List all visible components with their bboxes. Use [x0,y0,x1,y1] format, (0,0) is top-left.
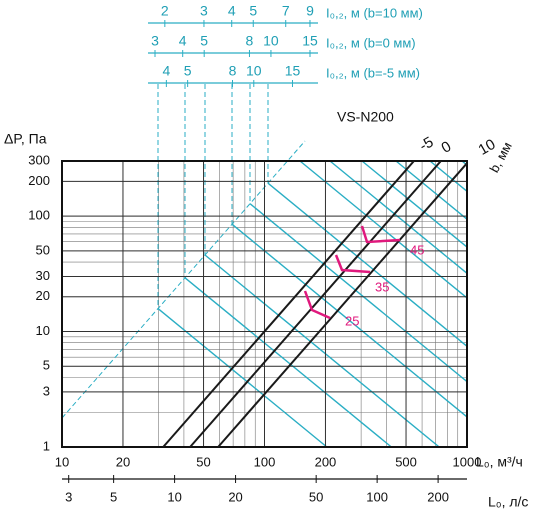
scale-tick-label: 8 [246,33,254,49]
scale-tick-label: 3 [200,3,208,19]
scale-label: I₀,₂, м (b=10 мм) [326,5,423,20]
x-tick-label: 200 [315,454,337,469]
scale-label: I₀,₂, м (b=0 мм) [326,35,416,50]
throw-line [184,277,392,448]
throw-line [361,160,468,248]
scale-tick-label: 10 [246,63,262,79]
throw-line [249,203,468,383]
series-name: 10 [475,136,498,159]
b-line [162,160,415,448]
throw-line [231,223,468,418]
y-tick-label: 200 [28,173,50,188]
x-tick-label: 100 [254,454,276,469]
y-tick-label: 10 [36,323,50,338]
scale-tick-label: 5 [200,33,208,49]
scale-tick-label: 8 [229,63,237,79]
marker [303,290,331,320]
chart-title: VS-N200 [337,109,394,125]
x2-tick-label: 5 [110,489,117,504]
throw-line [267,182,468,347]
throw-line [299,160,468,299]
y-tick-label: 100 [28,208,50,223]
y-axis-label: ΔP, Па [4,131,47,147]
x-tick-label: 10 [55,454,69,469]
x2-tick-label: 200 [427,489,449,504]
marker [334,254,371,274]
throw-line [204,254,440,448]
x-tick-label: 50 [196,454,210,469]
x2-tick-label: 100 [366,489,388,504]
y-tick-label: 3 [43,383,50,398]
x2-axis-label: L₀, л/с [488,494,528,510]
x2-tick-label: 10 [167,489,181,504]
scale-tick-label: 4 [228,3,236,19]
scale-tick-label: 15 [285,63,301,79]
scale-tick-label: 4 [179,33,187,49]
series-name: 0 [438,138,454,157]
throw-line [329,160,468,274]
y-tick-label: 30 [36,268,50,283]
annotation: 35 [375,279,389,294]
scale-tick-label: 15 [302,33,318,49]
scale-tick-label: 2 [161,3,169,19]
scale-tick-label: 7 [282,3,290,19]
x-tick-label: 1000 [453,454,482,469]
x-axis-label: L₀, м³/ч [476,454,523,470]
plot-frame [61,160,468,448]
y-tick-label: 300 [28,152,50,167]
annotation: 45 [410,242,424,257]
y-tick-label: 20 [36,288,50,303]
scale-tick-label: 5 [249,3,257,19]
scale-tick-label: 5 [184,63,192,79]
x-tick-label: 500 [395,454,417,469]
envelope-line [61,140,306,419]
scale-tick-label: 3 [151,33,159,49]
b-line [189,160,442,448]
scale-tick-label: 9 [306,3,314,19]
scale-label: I₀,₂, м (b=-5 мм) [326,65,420,80]
b-line [217,162,468,448]
y-tick-label: 5 [43,358,50,373]
scale-tick-label: 10 [263,33,279,49]
y-tick-label: 50 [36,242,50,257]
series-name: -5 [416,134,436,155]
throw-line [395,160,468,220]
x2-tick-label: 3 [65,489,72,504]
annotation: 25 [345,313,359,328]
scale-tick-label: 4 [162,63,170,79]
marker [360,225,401,244]
y-tick-label: 1 [43,438,50,453]
x2-tick-label: 50 [309,489,323,504]
x2-tick-label: 20 [228,489,242,504]
x-tick-label: 20 [116,454,130,469]
